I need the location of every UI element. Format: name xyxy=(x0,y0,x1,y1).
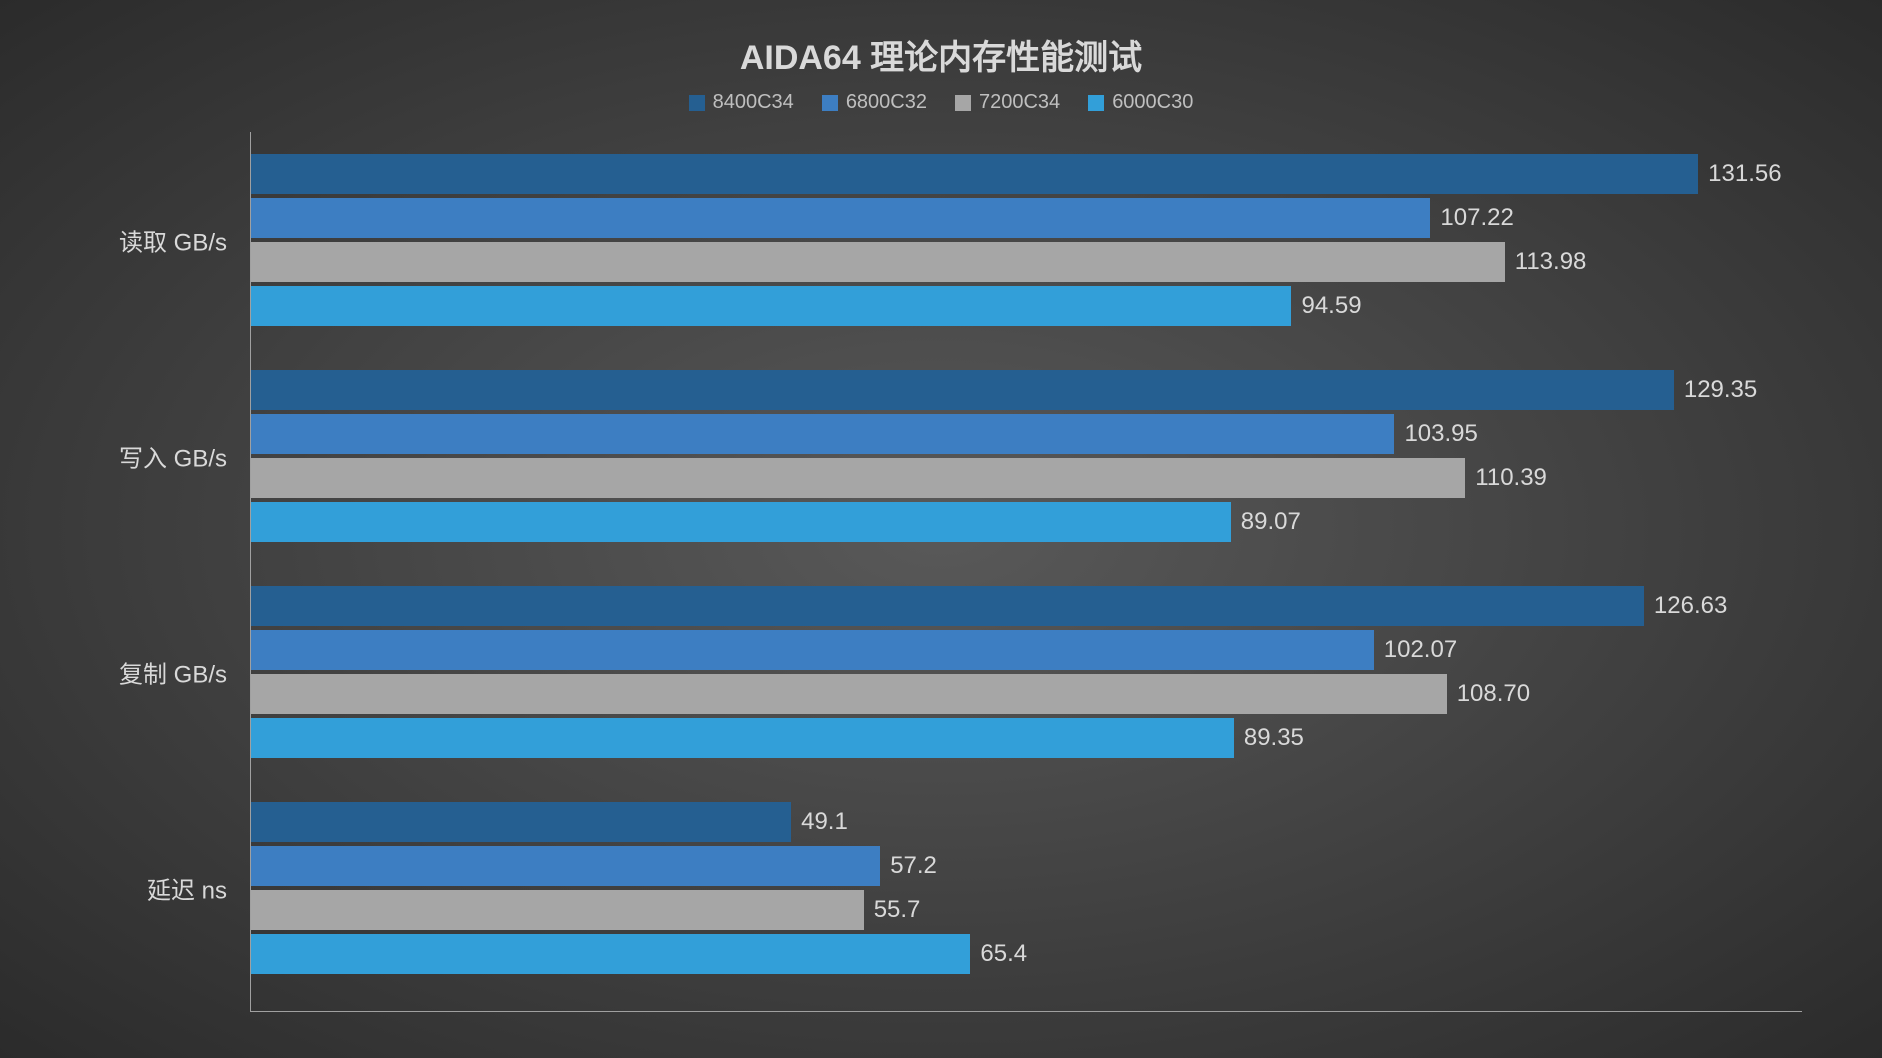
bar-group: 复制 GB/s126.63102.07108.7089.35 xyxy=(251,586,1802,758)
category-label: 写入 GB/s xyxy=(119,439,251,474)
bar-value-label: 65.4 xyxy=(980,940,1027,968)
bar-row: 113.98 xyxy=(251,242,1802,282)
legend-swatch xyxy=(822,95,838,111)
bar xyxy=(251,630,1374,670)
bar xyxy=(251,286,1291,326)
bar-value-label: 102.07 xyxy=(1384,636,1457,664)
bar xyxy=(251,198,1430,238)
bar-row: 129.35 xyxy=(251,370,1802,410)
bar-value-label: 94.59 xyxy=(1301,292,1361,320)
plot-area: 读取 GB/s131.56107.22113.9894.59写入 GB/s129… xyxy=(250,132,1802,1012)
legend-item: 8400C34 xyxy=(689,91,794,114)
bar-value-label: 113.98 xyxy=(1515,248,1587,276)
bar xyxy=(251,802,791,842)
bar xyxy=(251,846,880,886)
bar-row: 107.22 xyxy=(251,198,1802,238)
legend-swatch xyxy=(955,95,971,111)
bar-value-label: 108.70 xyxy=(1457,680,1530,708)
legend-item: 6800C32 xyxy=(822,91,927,114)
bar xyxy=(251,718,1234,758)
bar-row: 65.4 xyxy=(251,934,1802,974)
chart-title: AIDA64 理论内存性能测试 xyxy=(80,30,1802,79)
bar xyxy=(251,586,1644,626)
bar-row: 89.07 xyxy=(251,502,1802,542)
bar xyxy=(251,674,1447,714)
bar-row: 55.7 xyxy=(251,890,1802,930)
bar-group: 写入 GB/s129.35103.95110.3989.07 xyxy=(251,370,1802,542)
bar-row: 108.70 xyxy=(251,674,1802,714)
bar-value-label: 107.22 xyxy=(1440,204,1513,232)
bar-value-label: 89.07 xyxy=(1241,508,1301,536)
legend-label: 8400C34 xyxy=(713,91,794,114)
category-label: 延迟 ns xyxy=(147,871,251,906)
bar-group: 读取 GB/s131.56107.22113.9894.59 xyxy=(251,154,1802,326)
legend: 8400C34 6800C32 7200C34 6000C30 xyxy=(80,91,1802,114)
bar xyxy=(251,370,1674,410)
bar xyxy=(251,934,970,974)
bar-row: 126.63 xyxy=(251,586,1802,626)
legend-label: 6000C30 xyxy=(1112,91,1193,114)
bar xyxy=(251,414,1394,454)
bar-value-label: 110.39 xyxy=(1475,464,1547,492)
bar-value-label: 131.56 xyxy=(1708,160,1781,188)
bar-value-label: 89.35 xyxy=(1244,724,1304,752)
bar-row: 110.39 xyxy=(251,458,1802,498)
bar-row: 49.1 xyxy=(251,802,1802,842)
legend-item: 7200C34 xyxy=(955,91,1060,114)
category-label: 读取 GB/s xyxy=(119,223,251,258)
legend-swatch xyxy=(689,95,705,111)
legend-label: 6800C32 xyxy=(846,91,927,114)
bar-row: 94.59 xyxy=(251,286,1802,326)
bar-value-label: 49.1 xyxy=(801,808,848,836)
bar-value-label: 103.95 xyxy=(1404,420,1477,448)
bar-row: 57.2 xyxy=(251,846,1802,886)
bar xyxy=(251,502,1231,542)
bar xyxy=(251,458,1465,498)
bar-value-label: 129.35 xyxy=(1684,376,1757,404)
bar-row: 131.56 xyxy=(251,154,1802,194)
legend-item: 6000C30 xyxy=(1088,91,1193,114)
category-label: 复制 GB/s xyxy=(119,655,251,690)
chart-container: AIDA64 理论内存性能测试 8400C34 6800C32 7200C34 600… xyxy=(0,0,1882,1058)
legend-swatch xyxy=(1088,95,1104,111)
bar xyxy=(251,890,864,930)
bar-row: 103.95 xyxy=(251,414,1802,454)
bar-value-label: 57.2 xyxy=(890,852,937,880)
legend-label: 7200C34 xyxy=(979,91,1060,114)
bar-value-label: 55.7 xyxy=(874,896,921,924)
bar xyxy=(251,154,1698,194)
bar xyxy=(251,242,1505,282)
bar-row: 89.35 xyxy=(251,718,1802,758)
bar-value-label: 126.63 xyxy=(1654,592,1727,620)
bar-group: 延迟 ns49.157.255.765.4 xyxy=(251,802,1802,974)
bar-row: 102.07 xyxy=(251,630,1802,670)
